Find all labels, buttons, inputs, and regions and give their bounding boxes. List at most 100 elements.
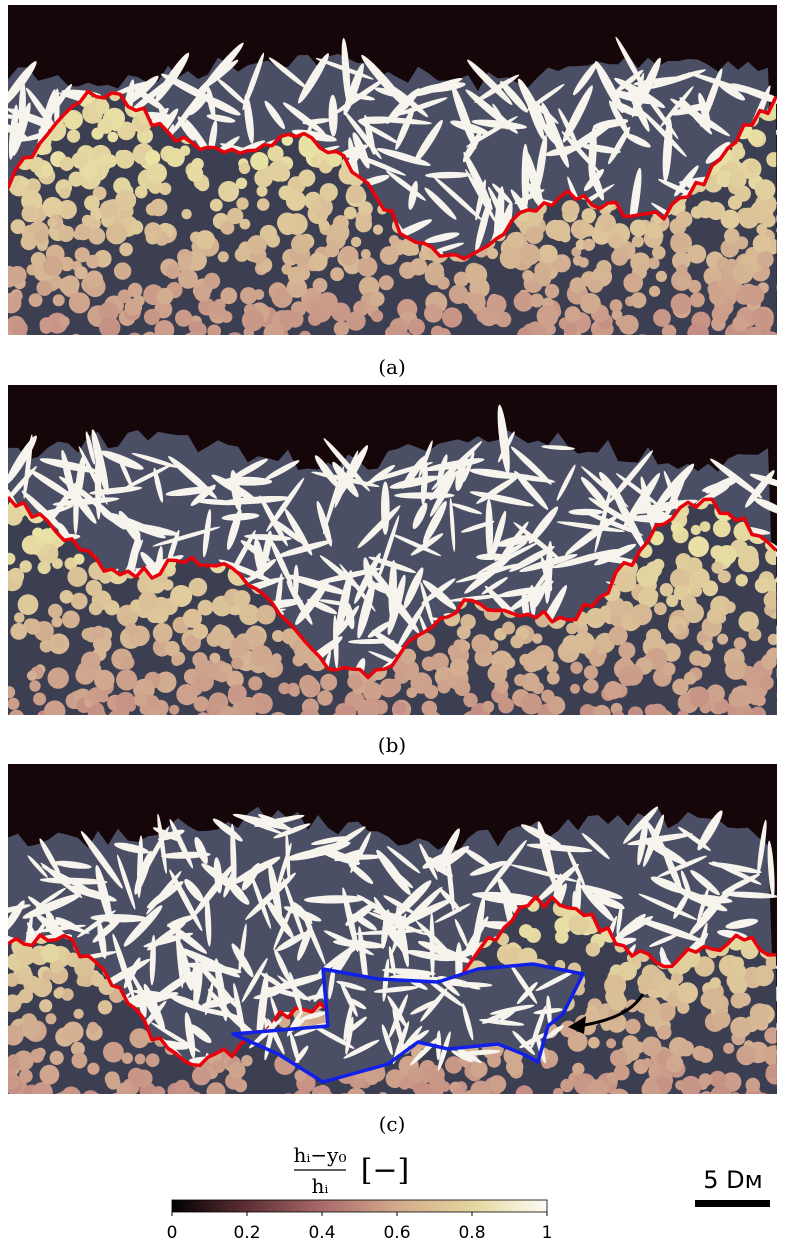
grain bbox=[61, 988, 74, 1001]
flake bbox=[317, 939, 365, 975]
flake bbox=[322, 466, 345, 535]
grain bbox=[194, 285, 211, 302]
flake bbox=[749, 473, 777, 489]
grain bbox=[465, 263, 488, 286]
grain bbox=[39, 1064, 60, 1085]
grain bbox=[127, 1067, 145, 1085]
grain bbox=[115, 189, 137, 211]
flake bbox=[533, 580, 548, 609]
grain bbox=[730, 1016, 752, 1038]
colorbar-tick-label: 1 bbox=[542, 1223, 553, 1243]
grain bbox=[132, 716, 148, 732]
flake bbox=[109, 517, 152, 534]
grain bbox=[34, 229, 49, 243]
flake bbox=[455, 1047, 482, 1064]
grain bbox=[61, 1086, 82, 1094]
grain bbox=[459, 640, 471, 652]
grain bbox=[677, 710, 689, 715]
grain bbox=[765, 647, 777, 665]
grain bbox=[751, 307, 770, 326]
flake bbox=[510, 446, 552, 485]
flake bbox=[12, 102, 31, 156]
grain bbox=[552, 254, 571, 273]
grain bbox=[115, 691, 136, 712]
grain bbox=[765, 1064, 777, 1080]
flake bbox=[97, 921, 107, 959]
flake bbox=[646, 821, 673, 866]
grain bbox=[756, 251, 774, 268]
grain bbox=[741, 1092, 757, 1094]
grain bbox=[217, 251, 229, 263]
flake bbox=[284, 508, 313, 556]
grain bbox=[250, 152, 269, 171]
flake bbox=[248, 1018, 283, 1049]
grain bbox=[105, 223, 128, 245]
grain bbox=[103, 154, 117, 168]
flake bbox=[482, 839, 527, 896]
grain bbox=[68, 171, 84, 187]
grain bbox=[766, 152, 777, 168]
flake bbox=[476, 553, 505, 561]
flake bbox=[336, 980, 367, 991]
flake bbox=[241, 957, 268, 1003]
grain bbox=[19, 1069, 33, 1083]
grain bbox=[88, 227, 106, 245]
flake bbox=[572, 61, 598, 96]
grain bbox=[680, 1075, 702, 1094]
flake bbox=[228, 883, 250, 905]
flake bbox=[166, 529, 180, 566]
flake bbox=[86, 495, 125, 530]
grain bbox=[725, 659, 746, 680]
colorbar-numerator: hᵢ−y₀ bbox=[294, 1143, 347, 1167]
flake bbox=[578, 884, 623, 900]
grain bbox=[292, 1089, 313, 1094]
grain bbox=[227, 1096, 238, 1107]
grain bbox=[74, 266, 88, 280]
flake bbox=[348, 997, 367, 1010]
flake bbox=[474, 74, 520, 103]
grain bbox=[42, 196, 64, 218]
grain bbox=[529, 293, 544, 308]
grain bbox=[330, 267, 344, 282]
grain bbox=[203, 272, 221, 290]
flake bbox=[131, 452, 179, 468]
grain bbox=[656, 1025, 672, 1040]
grain bbox=[267, 160, 290, 182]
grain bbox=[99, 200, 119, 220]
flake bbox=[318, 599, 351, 606]
flake bbox=[392, 1007, 405, 1050]
grain bbox=[553, 1087, 564, 1094]
grain bbox=[126, 332, 144, 335]
grain bbox=[486, 294, 507, 315]
flake bbox=[356, 894, 413, 931]
grain bbox=[672, 678, 689, 695]
flake bbox=[286, 574, 349, 595]
flake bbox=[366, 462, 433, 483]
grain bbox=[92, 625, 106, 639]
grain bbox=[332, 215, 349, 232]
grain bbox=[371, 310, 384, 323]
grain bbox=[222, 705, 234, 715]
rotation-arrow bbox=[577, 993, 645, 1028]
grain bbox=[198, 716, 208, 726]
flake bbox=[385, 88, 421, 124]
flake bbox=[463, 151, 493, 211]
grain bbox=[228, 684, 247, 703]
grain bbox=[271, 286, 293, 308]
flake bbox=[316, 500, 332, 547]
flake bbox=[757, 819, 767, 876]
flake bbox=[201, 997, 235, 1008]
flake bbox=[39, 838, 61, 876]
grain bbox=[627, 706, 644, 715]
grain bbox=[738, 611, 759, 632]
grain bbox=[592, 704, 611, 715]
grain bbox=[577, 1093, 595, 1094]
grain bbox=[20, 233, 37, 251]
flake bbox=[410, 533, 444, 556]
grain bbox=[765, 955, 777, 970]
grain bbox=[698, 1073, 713, 1087]
flake bbox=[192, 863, 235, 917]
grain bbox=[181, 208, 192, 220]
grain bbox=[8, 709, 25, 715]
grain bbox=[220, 287, 238, 305]
